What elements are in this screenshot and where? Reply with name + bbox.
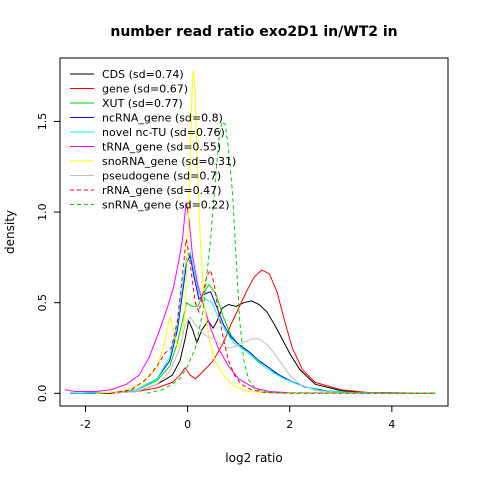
series-line-snrna-gene: [146, 120, 436, 394]
y-tick-label: 0.5: [36, 294, 49, 312]
x-tick-label: 0: [184, 418, 191, 431]
x-tick-label: 4: [388, 418, 395, 431]
y-tick-label: 1.5: [36, 113, 49, 131]
y-tick-label: 1.0: [36, 203, 49, 221]
legend-entry: CDS (sd=0.74): [102, 68, 184, 81]
x-tick-label: 2: [286, 418, 293, 431]
y-axis: 0.0 0.5 1.0 1.5: [36, 113, 61, 403]
series-line-trna-gene: [65, 202, 436, 394]
legend-entry: snoRNA_gene (sd=0.31): [102, 155, 236, 168]
series-line-rrna-gene: [111, 239, 436, 394]
legend: CDS (sd=0.74) gene (sd=0.67)XUT (sd=0.77)…: [70, 68, 236, 212]
x-axis: -2 0 2 4: [80, 405, 395, 431]
series-lines: [65, 70, 436, 394]
x-tick-label: -2: [80, 418, 91, 431]
y-axis-label: density: [3, 210, 17, 254]
plot-frame: [59, 57, 449, 407]
series-line-pseudogene: [111, 316, 436, 394]
legend-entry: rRNA_gene (sd=0.47): [102, 184, 221, 197]
y-tick-label: 0.0: [36, 385, 49, 403]
chart-title: number read ratio exo2D1 in/WT2 in: [110, 24, 397, 40]
series-line-cds: [70, 300, 436, 394]
series-line-snorna-gene: [95, 70, 436, 394]
legend-entry: tRNA_gene (sd=0.55): [102, 141, 221, 154]
x-axis-label: log2 ratio: [225, 451, 282, 465]
legend-entry: ncRNA_gene (sd=0.8): [102, 112, 223, 125]
legend-entry: gene (sd=0.67): [102, 83, 188, 96]
series-line-ncrna-gene: [70, 254, 436, 394]
legend-entry: novel nc-TU (sd=0.76): [102, 126, 225, 139]
series-line-novel: [70, 250, 436, 394]
legend-entry: XUT (sd=0.77): [102, 97, 183, 110]
legend-entry: pseudogene (sd=0.7): [102, 170, 221, 183]
series-line-gene: [70, 269, 436, 394]
legend-entry: snRNA_gene (sd=0.22): [102, 199, 230, 212]
